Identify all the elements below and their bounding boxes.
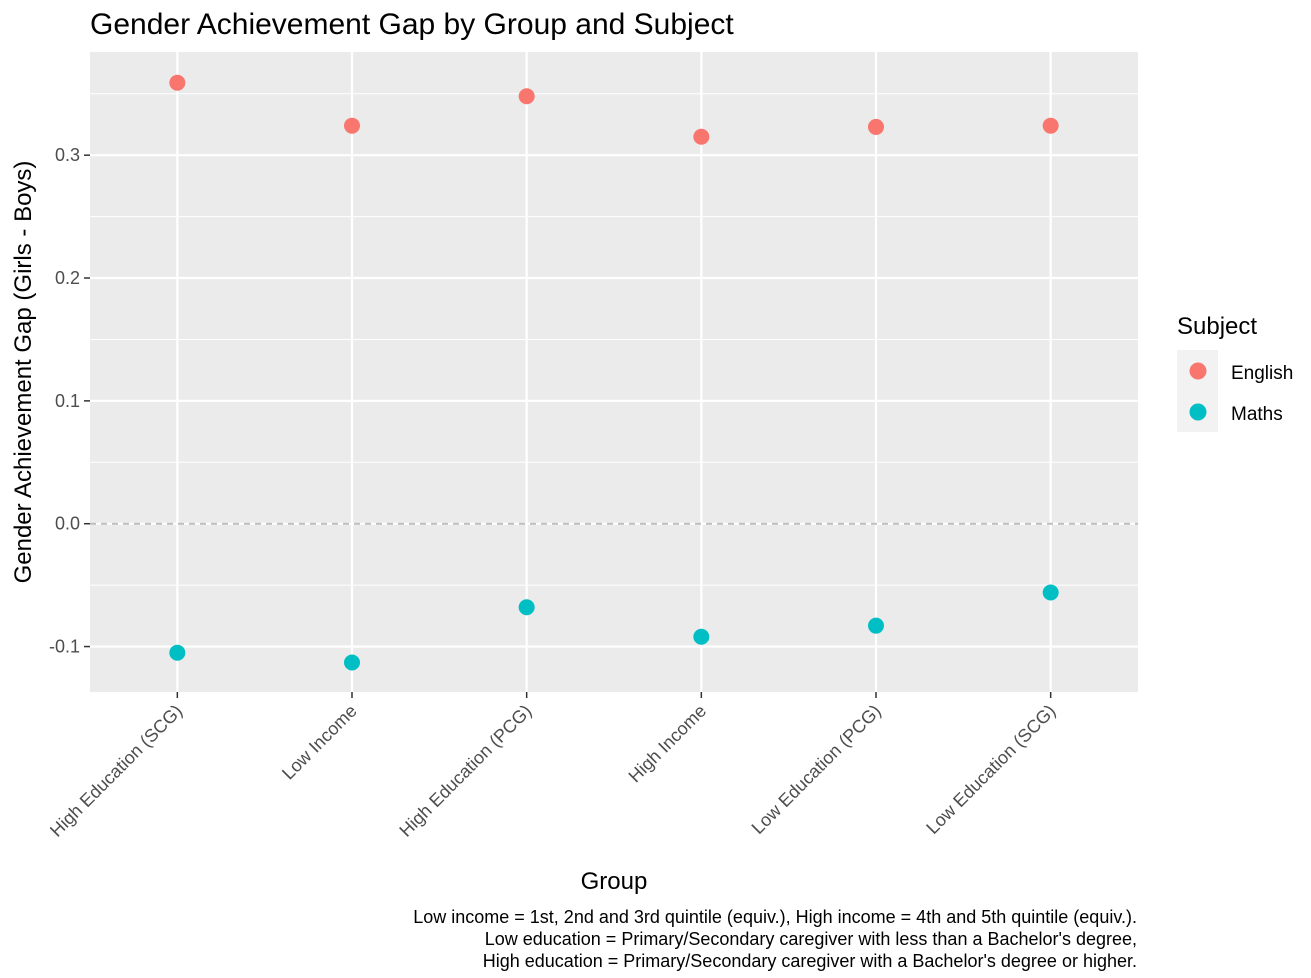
point-english: [344, 117, 360, 134]
major-gridlines: [90, 52, 1138, 692]
x-tick-label: High Income: [625, 701, 711, 787]
legend-key-english: [1189, 362, 1207, 380]
legend-key-maths: [1189, 403, 1207, 421]
x-tick-label: High Education (PCG): [395, 701, 535, 841]
caption: Low income = 1st, 2nd and 3rd quintile (…: [413, 907, 1137, 971]
x-axis-ticks: High Education (SCG) Low Income High Educa…: [46, 692, 1059, 841]
point-english: [518, 88, 535, 105]
y-tick-label: 0.2: [55, 268, 80, 288]
point-maths: [518, 599, 535, 616]
y-axis-ticks: -0.1 0.0 0.1 0.2 0.3: [49, 145, 90, 657]
point-english: [169, 74, 186, 91]
minor-gridlines: [90, 93, 1138, 586]
point-english: [693, 128, 710, 145]
y-tick-label: 0.3: [55, 145, 80, 165]
point-maths: [344, 654, 360, 671]
point-english: [1042, 117, 1059, 134]
point-english: [868, 118, 884, 135]
x-tick-label: Low Education (SCG): [922, 701, 1059, 838]
legend: Subject English Maths: [1177, 313, 1293, 432]
data-points: [169, 74, 1059, 671]
y-axis-title: Gender Achievement Gap (Girls - Boys): [10, 161, 37, 584]
point-maths: [868, 617, 884, 634]
point-maths: [693, 628, 710, 645]
x-tick-label: Low Income: [278, 701, 361, 784]
plot-panel: [90, 52, 1138, 692]
caption-line-3: High education = Primary/Secondary careg…: [483, 951, 1137, 971]
y-tick-label: 0.0: [55, 514, 80, 534]
chart-title: Gender Achievement Gap by Group and Subj…: [90, 8, 734, 41]
caption-line-1: Low income = 1st, 2nd and 3rd quintile (…: [413, 907, 1137, 927]
y-tick-label: 0.1: [55, 391, 80, 411]
x-axis-title: Group: [581, 868, 648, 895]
legend-title: Subject: [1177, 313, 1257, 340]
legend-label-english: English: [1231, 363, 1293, 384]
caption-line-2: Low education = Primary/Secondary caregi…: [485, 929, 1137, 949]
legend-label-maths: Maths: [1231, 404, 1283, 425]
x-tick-label: High Education (SCG): [46, 701, 186, 841]
point-maths: [169, 644, 186, 661]
x-tick-label: Low Education (PCG): [748, 701, 885, 838]
y-tick-label: -0.1: [49, 637, 80, 657]
point-maths: [1042, 584, 1059, 601]
